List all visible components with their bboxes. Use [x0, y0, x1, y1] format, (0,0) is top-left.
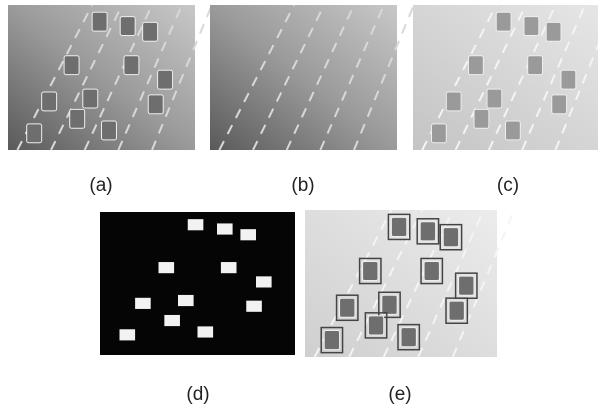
car [102, 121, 117, 140]
car-mask [120, 329, 136, 340]
panel-label: (e) [388, 384, 411, 405]
car [443, 228, 458, 247]
car [120, 17, 135, 36]
car [391, 217, 406, 236]
panel-label: (d) [186, 384, 209, 405]
car [524, 17, 539, 36]
car [42, 92, 57, 111]
car [496, 12, 511, 31]
car [561, 70, 576, 89]
car [124, 56, 139, 75]
car [92, 12, 107, 31]
car [432, 124, 447, 143]
image-panel [100, 212, 295, 355]
car-mask [217, 223, 233, 234]
car-mask [159, 262, 175, 273]
car [469, 56, 484, 75]
car [64, 56, 79, 75]
car-mask [221, 262, 237, 273]
car [459, 276, 474, 295]
car [324, 331, 339, 350]
car [401, 328, 416, 347]
car [143, 22, 158, 41]
car [158, 70, 173, 89]
car [528, 56, 543, 75]
car-mask [246, 301, 262, 312]
car [83, 89, 98, 108]
image-panel [305, 210, 514, 357]
car-mask [240, 229, 256, 240]
figure: (a) (b) (c) (d) (e) [0, 0, 598, 410]
car-mask [164, 315, 180, 326]
panel-label: (b) [291, 175, 314, 196]
car [70, 109, 85, 128]
car-mask [188, 219, 204, 230]
car [363, 261, 378, 280]
car [27, 124, 42, 143]
image-panel [210, 5, 414, 150]
car [552, 95, 567, 114]
car [446, 92, 461, 111]
car-mask [178, 295, 194, 306]
image-background [210, 5, 397, 150]
car [546, 22, 561, 41]
car [368, 316, 383, 335]
car [449, 301, 464, 320]
car [420, 222, 435, 241]
car [506, 121, 521, 140]
image-panel [8, 5, 212, 150]
car [382, 295, 397, 314]
car [148, 95, 163, 114]
car-mask [135, 298, 151, 309]
car-mask [256, 276, 272, 287]
car-mask [198, 326, 214, 337]
car [340, 298, 355, 317]
car [487, 89, 502, 108]
panel-label: (c) [497, 175, 519, 196]
image-panel [413, 5, 598, 150]
panel-label: (a) [89, 175, 112, 196]
car [474, 109, 489, 128]
car [424, 261, 439, 280]
